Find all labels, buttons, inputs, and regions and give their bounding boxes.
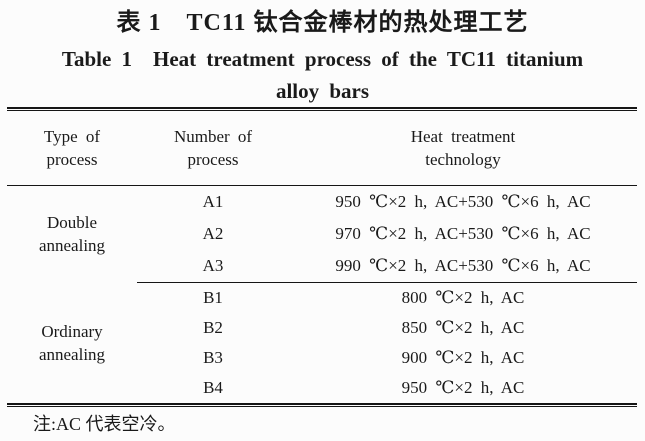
process-number-cell: B1 xyxy=(203,288,223,307)
process-number-cell: B2 xyxy=(203,318,223,337)
table-row: A2 970 ℃×2 h, AC+530 ℃×6 h, AC xyxy=(7,218,637,250)
column-header-type: Type of process xyxy=(7,111,137,186)
process-type-line2: annealing xyxy=(38,236,106,256)
column-header-type-line1: Type of xyxy=(43,127,101,146)
column-header-technology-line1: Heat treatment xyxy=(410,127,516,146)
column-header-number-line1: Number of xyxy=(173,127,253,146)
process-type-line2: annealing xyxy=(38,344,106,364)
column-header-technology: Heat treatment technology xyxy=(289,111,637,186)
treatment-technology-cell: 850 ℃×2 h, AC xyxy=(401,318,525,337)
table-row: B2 850 ℃×2 h, AC xyxy=(7,313,637,343)
table-row: Ordinary annealing B1 800 ℃×2 h, AC xyxy=(7,283,637,364)
group-ordinary-annealing: Ordinary annealing B1 800 ℃×2 h, AC B2 8… xyxy=(7,283,637,404)
table-title-en-line2: alloy bars xyxy=(275,79,370,103)
treatment-technology-cell: 900 ℃×2 h, AC xyxy=(401,348,525,367)
table-row: Double annealing A1 950 ℃×2 h, AC+530 ℃×… xyxy=(7,186,637,255)
column-header-number-line2: process xyxy=(187,150,239,169)
column-header-type-line2: process xyxy=(46,150,98,169)
treatment-technology-cell: 990 ℃×2 h, AC+530 ℃×6 h, AC xyxy=(289,250,637,283)
table-bottom-rule xyxy=(7,403,637,407)
process-number-cell: A1 xyxy=(202,192,224,211)
process-type-line1: Ordinary xyxy=(41,321,103,341)
process-type-cell: Ordinary annealing xyxy=(7,283,137,404)
process-number-cell: B4 xyxy=(203,378,223,397)
table-title-en-line1: Table 1 Heat treatment process of the TC… xyxy=(61,47,584,71)
table-title-zh: 表 1 TC11 钛合金棒材的热处理工艺 xyxy=(116,10,529,36)
table-row: B4 950 ℃×2 h, AC xyxy=(7,373,637,403)
table-top-rule xyxy=(7,107,637,111)
process-number-cell: A2 xyxy=(202,224,224,243)
table-row: B3 900 ℃×2 h, AC xyxy=(7,343,637,373)
table-grid: Type of process Number of process Heat t… xyxy=(7,111,637,403)
treatment-technology-cell: 800 ℃×2 h, AC xyxy=(401,288,525,307)
column-header-number: Number of process xyxy=(137,111,289,186)
process-type-line1: Double xyxy=(46,213,98,233)
treatment-technology-cell: 970 ℃×2 h, AC+530 ℃×6 h, AC xyxy=(335,224,591,243)
process-number-cell: A3 xyxy=(137,250,289,283)
footnote: 注:AC 代表空冷。 xyxy=(33,414,176,434)
process-type-cell: Double annealing xyxy=(7,186,137,283)
heat-treatment-table: Type of process Number of process Heat t… xyxy=(7,107,637,407)
process-number-cell: B3 xyxy=(203,348,223,367)
table-header: Type of process Number of process Heat t… xyxy=(7,111,637,186)
group-double-annealing: Double annealing A1 950 ℃×2 h, AC+530 ℃×… xyxy=(7,186,637,283)
header-row: Type of process Number of process Heat t… xyxy=(7,111,637,186)
table-row: A3 990 ℃×2 h, AC+530 ℃×6 h, AC xyxy=(7,250,637,283)
treatment-technology-cell: 950 ℃×2 h, AC+530 ℃×6 h, AC xyxy=(335,192,591,211)
column-header-technology-line2: technology xyxy=(425,150,501,169)
treatment-technology-cell: 950 ℃×2 h, AC xyxy=(401,378,525,397)
